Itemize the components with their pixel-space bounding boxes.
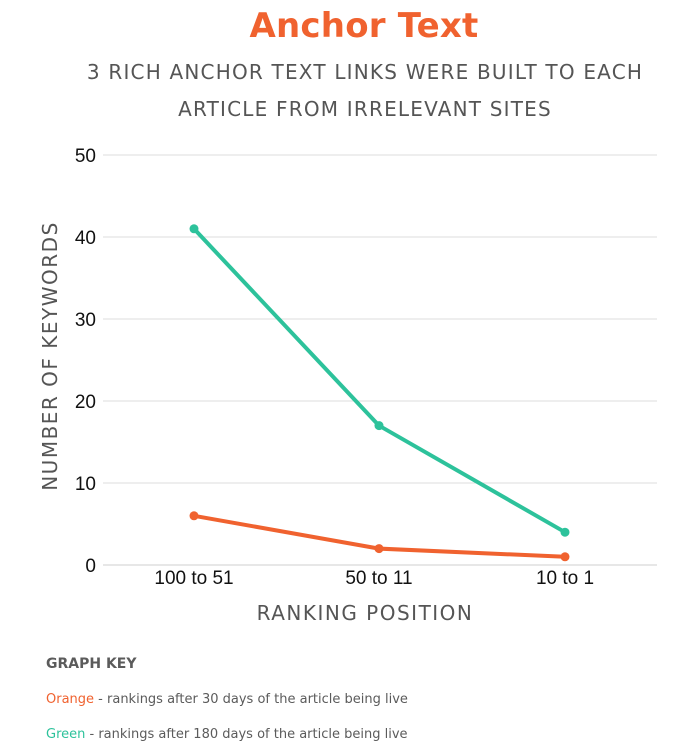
chart-subtitle: 3 RICH ANCHOR TEXT LINKS WERE BUILT TO E…	[0, 54, 700, 128]
data-point-green	[560, 527, 570, 537]
data-point-orange	[560, 552, 570, 562]
x-axis-label: RANKING POSITION	[257, 601, 474, 625]
graph-key-orange: Orange - rankings after 30 days of the a…	[46, 692, 408, 707]
graph-key-orange-desc: - rankings after 30 days of the article …	[94, 692, 408, 707]
line-chart: 0 10 20 30 40 50 100 to 51 50 to 11 10 to 1 RANKI…	[38, 146, 657, 625]
chart-subtitle-line-1: 3 RICH ANCHOR TEXT LINKS WERE BUILT TO E…	[86, 60, 644, 84]
data-point-orange	[189, 511, 199, 521]
y-axis-label: NUMBER OF KEYWORDS	[38, 221, 62, 491]
data-point-orange	[374, 544, 384, 554]
series-line-green	[192, 226, 567, 535]
y-tick-label: 0	[85, 556, 96, 577]
graph-key-orange-word: Orange	[46, 692, 95, 707]
y-tick-label: 40	[75, 228, 96, 249]
x-tick-label: 100 to 51	[154, 568, 233, 589]
y-tick-label: 20	[75, 392, 96, 413]
chart-subtitle-line-2: ARTICLE FROM IRRELEVANT SITES	[178, 97, 552, 121]
graph-key-green-word: Green	[46, 727, 86, 742]
graph-key-green-desc: - rankings after 180 days of the article…	[85, 727, 408, 742]
graph-key-title: GRAPH KEY	[46, 656, 137, 672]
y-tick-label: 30	[75, 310, 96, 331]
y-tick-label: 50	[75, 146, 96, 167]
x-tick-label: 50 to 11	[345, 568, 412, 589]
graph-key-green: Green - rankings after 180 days of the a…	[46, 727, 408, 742]
x-tick-label: 10 to 1	[536, 568, 594, 589]
data-point-green	[374, 421, 384, 431]
y-tick-label: 10	[75, 474, 96, 495]
chart-title: Anchor Text	[249, 6, 479, 46]
data-point-green	[189, 224, 199, 234]
